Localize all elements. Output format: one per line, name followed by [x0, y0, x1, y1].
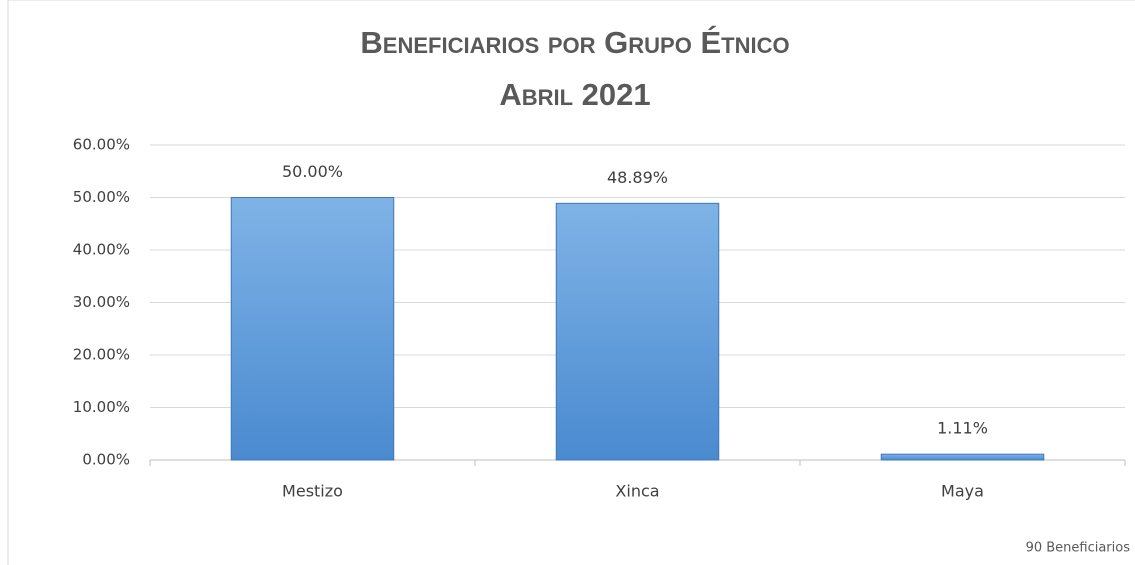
y-tick-label: 60.00%: [73, 136, 130, 154]
data-label: 1.11%: [937, 419, 988, 438]
x-tick-label: Xinca: [615, 482, 659, 501]
bar: [555, 202, 720, 461]
bar: [880, 453, 1045, 461]
y-tick-label: 20.00%: [73, 346, 130, 364]
y-tick-label: 50.00%: [73, 188, 130, 206]
y-tick-label: 40.00%: [73, 241, 130, 259]
x-tick-label: Maya: [941, 482, 984, 501]
y-tick-label: 10.00%: [73, 398, 130, 416]
x-tick-label: Mestizo: [282, 482, 343, 501]
chart-frame: [7, 0, 1135, 565]
bar: [230, 197, 395, 461]
y-tick-label: 0.00%: [82, 451, 130, 469]
data-label: 50.00%: [282, 162, 343, 181]
chart-subtitle: Abril 2021: [499, 77, 650, 112]
data-label: 48.89%: [607, 168, 668, 187]
chart-title: Beneficiarios por Grupo Étnico: [360, 25, 789, 60]
y-tick-label: 30.00%: [73, 293, 130, 311]
annotation: 90 Beneficiarios: [1026, 541, 1131, 556]
